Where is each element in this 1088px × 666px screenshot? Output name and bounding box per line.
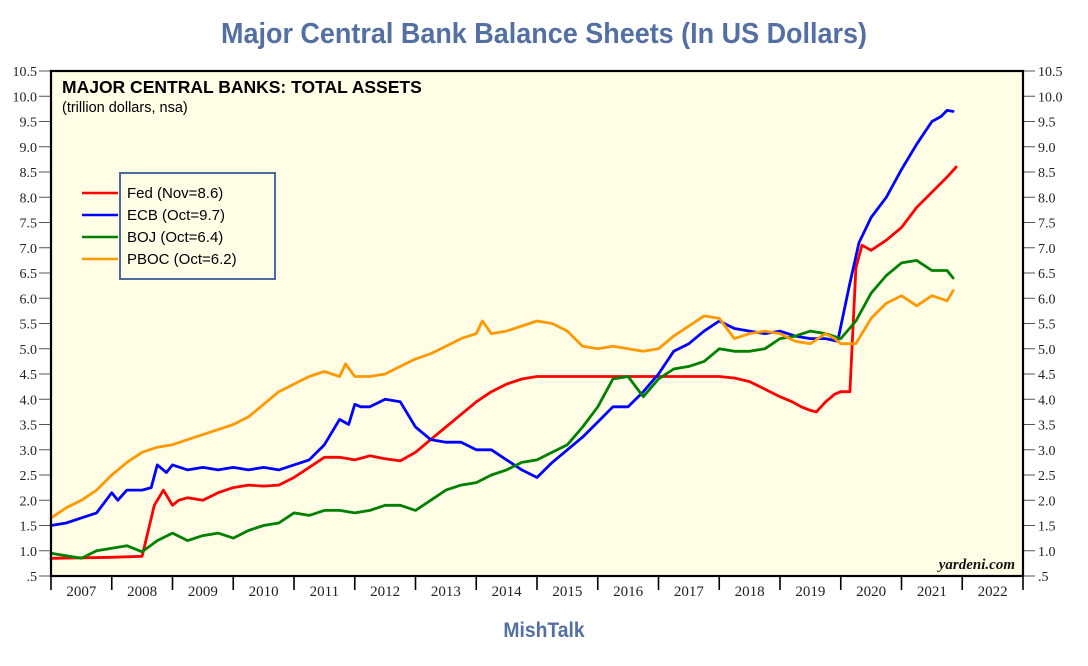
series-line-ecb bbox=[49, 109, 955, 527]
x-tick-label: 2016 bbox=[613, 584, 644, 600]
y-axis-left: .5 1.0 1.5 2.0 2.5 3.0 3.5 4.0 4.5 5.0 5.5 6.0 6.5 7.… bbox=[13, 65, 51, 585]
series-line-fed bbox=[49, 165, 958, 560]
y-tick-label-right: 4.5 bbox=[1038, 368, 1056, 383]
y-tick-label-left: 4.0 bbox=[20, 393, 38, 408]
series-line-pboc bbox=[49, 289, 955, 520]
x-tick-label: 2019 bbox=[795, 584, 825, 600]
x-tick-label: 2014 bbox=[492, 584, 523, 600]
x-tick-label: 2012 bbox=[370, 584, 400, 600]
y-tick-label-right: 1.0 bbox=[1038, 545, 1056, 560]
series-line-boj bbox=[49, 258, 955, 560]
page-title: Major Central Bank Balance Sheets (In US… bbox=[221, 18, 867, 50]
legend-label-boj: BOJ (Oct=6.4) bbox=[127, 229, 223, 246]
chart-title: MAJOR CENTRAL BANKS: TOTAL ASSETS bbox=[62, 77, 422, 97]
y-tick-label-left: 2.5 bbox=[20, 469, 38, 484]
y-tick-label-right: 2.5 bbox=[1038, 469, 1056, 484]
y-tick-label-right: 9.5 bbox=[1038, 116, 1056, 131]
y-tick-label-right: 10.0 bbox=[1038, 90, 1063, 105]
y-tick-label-left: 6.0 bbox=[20, 292, 38, 307]
y-tick-label-right: 8.5 bbox=[1038, 166, 1056, 181]
x-tick-label: 2015 bbox=[552, 584, 582, 600]
x-tick-label: 2010 bbox=[249, 584, 279, 600]
x-tick-label: 2007 bbox=[66, 584, 97, 600]
y-tick-label-right: .5 bbox=[1038, 570, 1049, 585]
y-tick-label-left: 7.5 bbox=[20, 217, 38, 232]
y-tick-label-left: 3.5 bbox=[20, 419, 38, 434]
y-tick-label-right: 4.0 bbox=[1038, 393, 1056, 408]
y-tick-label-right: 10.5 bbox=[1038, 65, 1063, 80]
legend-label-pboc: PBOC (Oct=6.2) bbox=[127, 251, 237, 268]
x-tick-label: 2017 bbox=[674, 584, 705, 600]
y-tick-label-left: 9.5 bbox=[20, 116, 38, 131]
x-tick-label: 2021 bbox=[917, 584, 947, 600]
legend: Fed (Nov=8.6) ECB (Oct=9.7) BOJ (Oct=6.4) P… bbox=[82, 172, 276, 280]
x-tick-label: 2009 bbox=[188, 584, 218, 600]
y-tick-label-left: 6.5 bbox=[20, 267, 38, 282]
y-tick-label-left: .5 bbox=[27, 570, 38, 585]
x-axis: 2007 2008 2009 2010 2011 2012 2013 2014 2015 2016… bbox=[50, 576, 1024, 600]
x-tick-label: 2020 bbox=[856, 584, 886, 600]
y-tick-label-left: 5.0 bbox=[20, 343, 38, 358]
y-tick-label-left: 9.0 bbox=[20, 141, 38, 156]
y-tick-label-left: 2.0 bbox=[20, 494, 38, 509]
y-axis-right: .5 1.0 1.5 2.0 2.5 3.0 3.5 4.0 4.5 5.0 5.5 6.0 6.5 7.… bbox=[1023, 65, 1063, 585]
y-tick-label-right: 1.5 bbox=[1038, 520, 1056, 535]
footer-brand: MishTalk bbox=[503, 619, 585, 642]
legend-box bbox=[119, 172, 276, 280]
y-tick-label-left: 4.5 bbox=[20, 368, 38, 383]
y-tick-label-right: 5.5 bbox=[1038, 318, 1056, 333]
y-tick-label-right: 3.0 bbox=[1038, 444, 1056, 459]
y-tick-label-left: 8.5 bbox=[20, 166, 38, 181]
y-tick-label-left: 8.0 bbox=[20, 191, 38, 206]
watermark: yardeni.com bbox=[937, 557, 1015, 573]
legend-label-fed: Fed (Nov=8.6) bbox=[127, 185, 223, 202]
y-tick-label-right: 6.5 bbox=[1038, 267, 1056, 282]
y-tick-label-right: 3.5 bbox=[1038, 419, 1056, 434]
x-tick-label: 2011 bbox=[310, 584, 339, 600]
plot-background bbox=[51, 71, 1023, 576]
y-tick-label-left: 10.5 bbox=[13, 65, 38, 80]
y-tick-label-right: 7.5 bbox=[1038, 217, 1056, 232]
y-tick-label-left: 5.5 bbox=[20, 318, 38, 333]
y-tick-label-left: 7.0 bbox=[20, 242, 38, 257]
y-tick-label-left: 1.0 bbox=[20, 545, 38, 560]
y-tick-label-right: 7.0 bbox=[1038, 242, 1056, 257]
x-tick-label: 2022 bbox=[978, 584, 1008, 600]
y-tick-label-right: 6.0 bbox=[1038, 292, 1056, 307]
x-tick-label: 2008 bbox=[127, 584, 157, 600]
chart-subtitle: (trillion dollars, nsa) bbox=[62, 100, 188, 116]
y-tick-label-left: 3.0 bbox=[20, 444, 38, 459]
series-layer bbox=[49, 109, 958, 560]
y-tick-label-right: 9.0 bbox=[1038, 141, 1056, 156]
legend-label-ecb: ECB (Oct=9.7) bbox=[127, 207, 225, 224]
y-tick-label-right: 8.0 bbox=[1038, 191, 1056, 206]
y-tick-label-left: 10.0 bbox=[13, 90, 38, 105]
y-tick-label-right: 5.0 bbox=[1038, 343, 1056, 358]
x-tick-label: 2013 bbox=[431, 584, 461, 600]
plot-frame bbox=[49, 69, 1025, 578]
x-tick-label: 2018 bbox=[735, 584, 765, 600]
chart: .5 1.0 1.5 2.0 2.5 3.0 3.5 4.0 4.5 5.0 5.5 6.0 6.5 7.… bbox=[13, 65, 1063, 600]
y-tick-label-left: 1.5 bbox=[20, 520, 38, 535]
y-tick-label-right: 2.0 bbox=[1038, 494, 1056, 509]
